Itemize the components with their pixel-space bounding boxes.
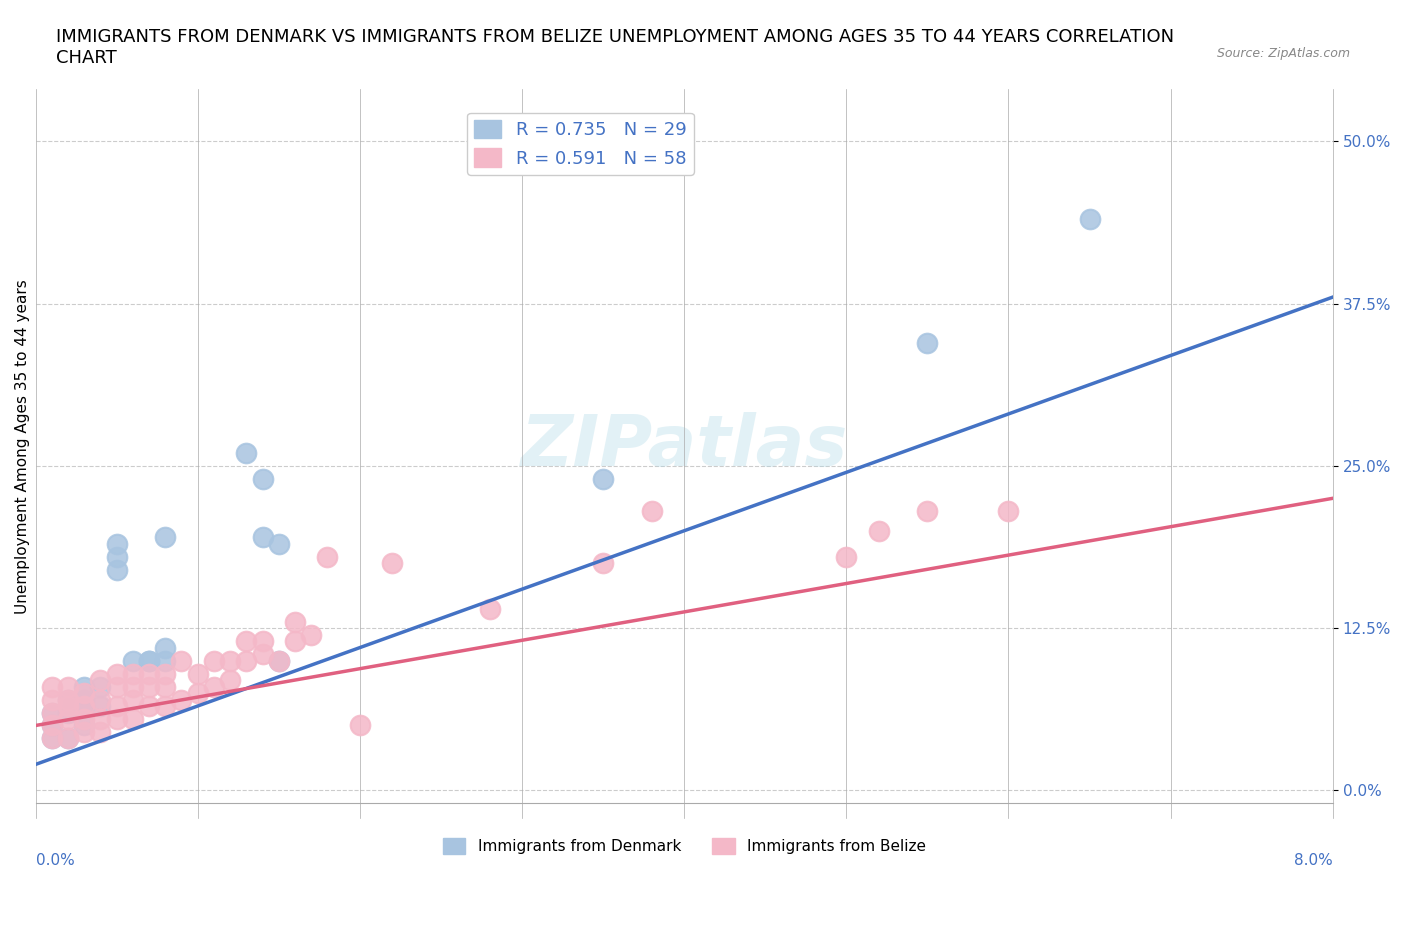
Point [73, 698, 96, 713]
Point [917, 504, 939, 519]
Point [170, 653, 193, 668]
Point [187, 685, 209, 700]
Point [592, 556, 614, 571]
Point [56, 692, 79, 707]
Point [41, 679, 63, 694]
Point [252, 530, 274, 545]
Point [41, 718, 63, 733]
Point [267, 653, 290, 668]
Point [41, 731, 63, 746]
Point [267, 537, 290, 551]
Text: 8.0%: 8.0% [1294, 854, 1333, 869]
Point [235, 445, 257, 460]
Point [235, 653, 257, 668]
Point [284, 633, 307, 648]
Point [105, 550, 128, 565]
Point [73, 724, 96, 739]
Point [252, 472, 274, 486]
Point [138, 679, 160, 694]
Point [997, 504, 1019, 519]
Point [105, 666, 128, 681]
Point [105, 563, 128, 578]
Point [267, 653, 290, 668]
Point [138, 698, 160, 713]
Point [73, 711, 96, 726]
Point [56, 692, 79, 707]
Point [155, 653, 177, 668]
Point [381, 556, 404, 571]
Point [252, 646, 274, 661]
Point [89, 692, 111, 707]
Point [284, 614, 307, 629]
Point [105, 698, 128, 713]
Text: Source: ZipAtlas.com: Source: ZipAtlas.com [1216, 46, 1350, 60]
Point [202, 653, 225, 668]
Point [641, 504, 664, 519]
Point [41, 705, 63, 720]
Point [89, 711, 111, 726]
Point [592, 472, 614, 486]
Point [155, 698, 177, 713]
Point [917, 335, 939, 350]
Point [299, 627, 322, 642]
Point [121, 666, 143, 681]
Point [155, 679, 177, 694]
Point [138, 653, 160, 668]
Point [252, 633, 274, 648]
Point [219, 672, 242, 687]
Point [56, 711, 79, 726]
Point [89, 679, 111, 694]
Point [89, 724, 111, 739]
Point [73, 718, 96, 733]
Point [121, 679, 143, 694]
Point [56, 731, 79, 746]
Point [138, 653, 160, 668]
Point [41, 692, 63, 707]
Point [235, 633, 257, 648]
Point [138, 666, 160, 681]
Point [170, 692, 193, 707]
Point [73, 685, 96, 700]
Point [316, 550, 339, 565]
Point [349, 718, 371, 733]
Point [1078, 212, 1101, 227]
Point [56, 731, 79, 746]
Point [89, 698, 111, 713]
Point [73, 692, 96, 707]
Text: ZIPatlas: ZIPatlas [520, 412, 848, 481]
Text: 0.0%: 0.0% [35, 854, 75, 869]
Point [41, 705, 63, 720]
Point [56, 679, 79, 694]
Y-axis label: Unemployment Among Ages 35 to 44 years: Unemployment Among Ages 35 to 44 years [15, 279, 30, 614]
Point [155, 640, 177, 655]
Point [105, 711, 128, 726]
Point [73, 698, 96, 713]
Point [105, 537, 128, 551]
Point [219, 653, 242, 668]
Point [155, 666, 177, 681]
Point [41, 731, 63, 746]
Point [121, 653, 143, 668]
Point [868, 524, 890, 538]
Point [73, 679, 96, 694]
Point [478, 601, 501, 616]
Point [187, 666, 209, 681]
Point [56, 698, 79, 713]
Point [41, 718, 63, 733]
Legend: Immigrants from Denmark, Immigrants from Belize: Immigrants from Denmark, Immigrants from… [436, 831, 932, 860]
Point [105, 679, 128, 694]
Point [202, 679, 225, 694]
Point [56, 705, 79, 720]
Point [89, 672, 111, 687]
Text: IMMIGRANTS FROM DENMARK VS IMMIGRANTS FROM BELIZE UNEMPLOYMENT AMONG AGES 35 TO : IMMIGRANTS FROM DENMARK VS IMMIGRANTS FR… [56, 28, 1174, 67]
Point [155, 530, 177, 545]
Point [835, 550, 858, 565]
Point [121, 692, 143, 707]
Point [121, 711, 143, 726]
